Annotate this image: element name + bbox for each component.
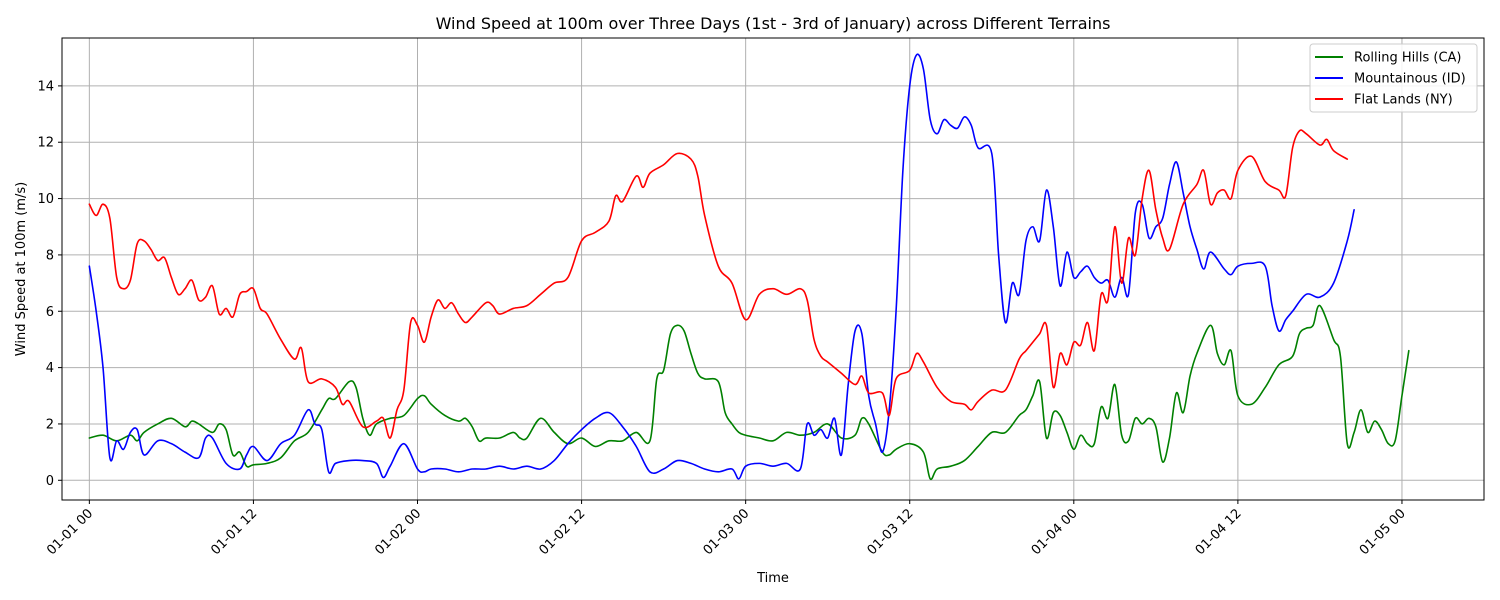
legend-box bbox=[1309, 43, 1478, 113]
y-axis-label: Wind Speed at 100m (m/s) bbox=[14, 182, 29, 356]
y-tick-label: 12 bbox=[37, 136, 54, 151]
y-axis-ticks: 0 2 4 6 8 10 12 14 bbox=[37, 79, 62, 489]
y-tick-label: 2 bbox=[46, 417, 54, 432]
legend-label: Flat Lands (NY) bbox=[1354, 93, 1453, 108]
grid bbox=[62, 38, 1484, 500]
series-line-flat-lands-ny bbox=[88, 129, 1349, 439]
legend: Rolling Hills (CA) Mountainous (ID) Flat L… bbox=[1309, 43, 1478, 113]
x-axis-label: Time bbox=[756, 571, 789, 586]
y-tick-label: 14 bbox=[37, 79, 54, 94]
y-tick-label: 0 bbox=[46, 474, 54, 489]
chart-title: Wind Speed at 100m over Three Days (1st … bbox=[436, 14, 1111, 33]
y-tick-label: 4 bbox=[46, 361, 54, 376]
y-tick-label: 6 bbox=[46, 305, 54, 320]
legend-label: Mountainous (ID) bbox=[1354, 72, 1466, 87]
legend-label: Rolling Hills (CA) bbox=[1354, 51, 1462, 66]
y-tick-label: 8 bbox=[46, 248, 54, 263]
plot-frame bbox=[61, 37, 1485, 501]
series-lines bbox=[88, 53, 1410, 481]
series-line-rolling-hills-ca bbox=[88, 304, 1410, 481]
series-line-mountainous-id bbox=[88, 53, 1355, 480]
y-tick-label: 10 bbox=[37, 192, 54, 207]
